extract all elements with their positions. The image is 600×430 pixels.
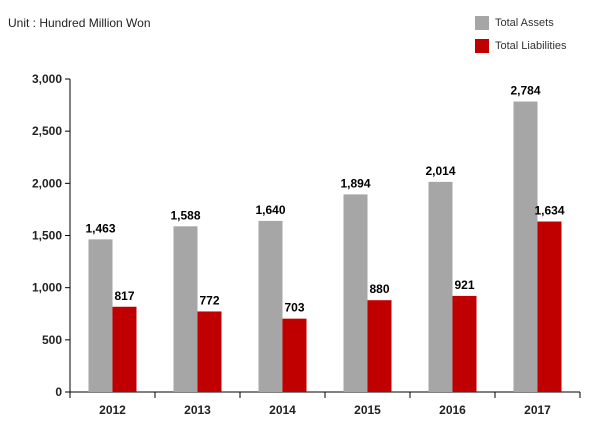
data-label-total-assets: 1,463 [85,221,115,235]
legend-label-total-liabilities: Total Liabilities [495,40,567,52]
y-tick-label: 2,000 [32,176,62,190]
bar-total-assets [343,194,368,392]
data-label-total-assets: 2,784 [510,84,540,98]
bar-total-liabilities [452,295,477,392]
data-label-total-assets: 1,640 [255,203,285,217]
data-label-total-liabilities: 703 [284,301,304,315]
x-tick-label: 2016 [439,403,466,417]
legend: Total Assets Total Liabilities [475,13,567,59]
y-tick-label: 2,500 [32,124,62,138]
x-tick-label: 2014 [269,403,296,417]
data-label-total-liabilities: 921 [454,278,474,292]
data-label-total-assets: 2,014 [425,164,455,178]
data-label-total-liabilities: 880 [369,282,389,296]
unit-note: Unit : Hundred Million Won [8,16,151,30]
x-tick-label: 2017 [524,403,551,417]
bar-total-assets [173,226,198,392]
bar-total-assets [428,181,453,392]
bar-total-liabilities [367,300,392,392]
legend-swatch-total-assets [475,16,489,30]
y-tick-label: 3,000 [32,72,62,86]
bar-total-assets [258,220,283,392]
bar-total-liabilities [537,221,562,392]
data-label-total-liabilities: 1,634 [534,204,564,218]
data-label-total-liabilities: 772 [199,293,219,307]
legend-label-total-assets: Total Assets [495,17,554,29]
y-tick-label: 1,000 [32,281,62,295]
legend-swatch-total-liabilities [475,39,489,53]
legend-item-total-liabilities: Total Liabilities [475,36,567,56]
data-label-total-assets: 1,894 [340,176,370,190]
bar-total-liabilities [197,311,222,392]
y-tick-label: 1,500 [32,229,62,243]
x-tick-label: 2012 [99,403,126,417]
y-tick-label: 500 [42,333,62,347]
data-label-total-liabilities: 817 [114,289,134,303]
bar-total-liabilities [282,318,307,392]
legend-item-total-assets: Total Assets [475,13,567,33]
x-tick-label: 2013 [184,403,211,417]
bar-total-assets [513,101,538,392]
bar-total-assets [88,239,113,392]
bar-total-liabilities [112,306,137,392]
x-tick-label: 2015 [354,403,381,417]
y-tick-label: 0 [55,385,62,399]
data-label-total-assets: 1,588 [170,208,200,222]
